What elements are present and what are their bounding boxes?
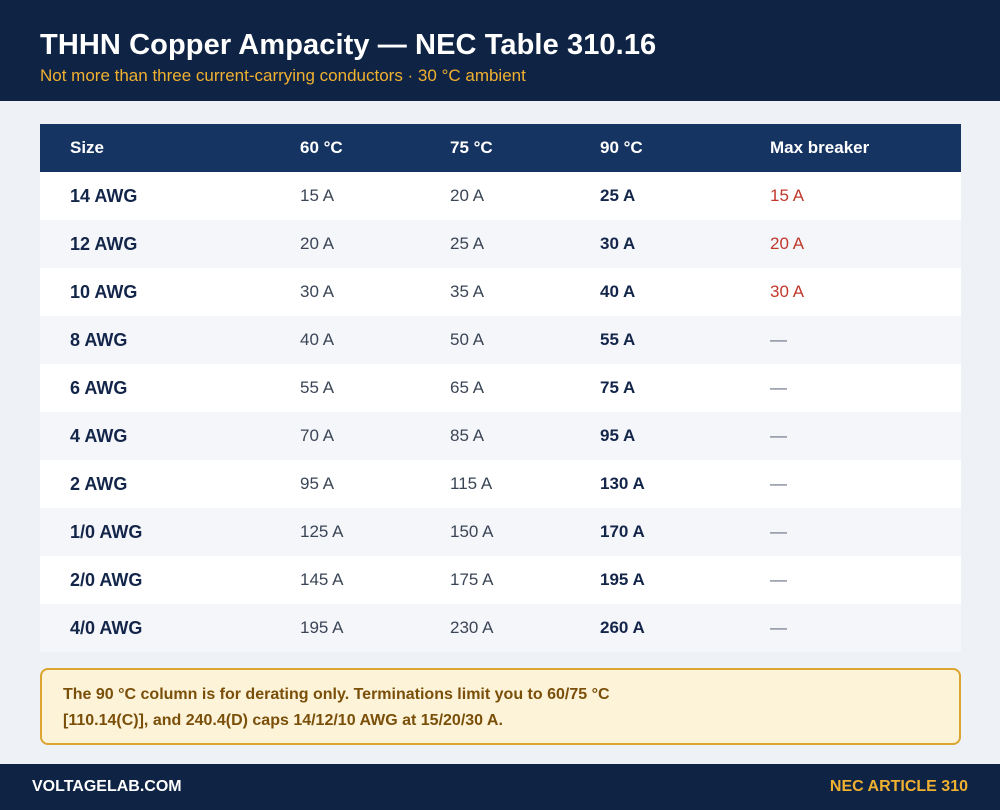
cell-60c: 70 A — [300, 426, 335, 445]
cell-90c: 95 A — [600, 426, 636, 445]
table-body: 14 AWG 15 A 20 A 25 A 15 A 12 AWG 20 A 25 A 30 A… — [40, 172, 961, 652]
cell-60c: 195 A — [300, 618, 344, 637]
table-row: 2/0 AWG 145 A 175 A 195 A — — [40, 556, 961, 604]
derating-note: The 90 °C column is for derating only. T… — [40, 668, 961, 745]
cell-size: 2/0 AWG — [70, 569, 143, 590]
cell-max-breaker: — — [770, 570, 787, 589]
table-row: 8 AWG 40 A 50 A 55 A — — [40, 316, 961, 364]
cell-max-breaker: — — [770, 618, 787, 637]
cell-75c: 25 A — [450, 234, 485, 253]
column-header-max-breaker: Max breaker — [770, 138, 870, 157]
table-row: 12 AWG 20 A 25 A 30 A 20 A — [40, 220, 961, 268]
cell-75c: 65 A — [450, 378, 485, 397]
cell-90c: 170 A — [600, 522, 645, 541]
cell-size: 1/0 AWG — [70, 521, 143, 542]
table-row: 14 AWG 15 A 20 A 25 A 15 A — [40, 172, 961, 220]
cell-60c: 15 A — [300, 186, 335, 205]
cell-75c: 230 A — [450, 618, 494, 637]
cell-60c: 145 A — [300, 570, 344, 589]
cell-90c: 40 A — [600, 282, 636, 301]
cell-size: 2 AWG — [70, 473, 128, 494]
cell-size: 8 AWG — [70, 329, 128, 350]
table-row: 6 AWG 55 A 65 A 75 A — — [40, 364, 961, 412]
cell-90c: 30 A — [600, 234, 636, 253]
cell-90c: 195 A — [600, 570, 645, 589]
cell-60c: 95 A — [300, 474, 335, 493]
cell-max-breaker: — — [770, 426, 787, 445]
column-header-75c: 75 °C — [450, 138, 493, 157]
cell-90c: 260 A — [600, 618, 645, 637]
footer-site: VOLTAGELAB.COM — [32, 778, 182, 795]
note-text: The 90 °C column is for derating only. T… — [63, 686, 610, 729]
cell-75c: 175 A — [450, 570, 494, 589]
cell-75c: 115 A — [450, 474, 493, 493]
cell-90c: 25 A — [600, 186, 636, 205]
cell-size: 6 AWG — [70, 377, 128, 398]
cell-60c: 30 A — [300, 282, 335, 301]
cell-90c: 130 A — [600, 474, 645, 493]
page-header: THHN Copper Ampacity — NEC Table 310.16 … — [0, 0, 1000, 101]
cell-75c: 150 A — [450, 522, 494, 541]
cell-60c: 125 A — [300, 522, 344, 541]
cell-max-breaker: — — [770, 474, 787, 493]
cell-size: 10 AWG — [70, 281, 138, 302]
column-header-size: Size — [70, 138, 105, 157]
cell-max-breaker: 30 A — [770, 282, 805, 301]
cell-75c: 20 A — [450, 186, 485, 205]
column-header-90c: 90 °C — [600, 138, 643, 157]
cell-max-breaker: — — [770, 330, 787, 349]
cell-max-breaker: 15 A — [770, 186, 805, 205]
cell-size: 4/0 AWG — [70, 617, 143, 638]
table-row: 4 AWG 70 A 85 A 95 A — — [40, 412, 961, 460]
table-row: 4/0 AWG 195 A 230 A 260 A — — [40, 604, 961, 652]
table-row: 2 AWG 95 A 115 A 130 A — — [40, 460, 961, 508]
cell-size: 12 AWG — [70, 233, 138, 254]
ampacity-table: Size 60 °C 75 °C 90 °C Max breaker 14 AW… — [40, 124, 961, 652]
cell-size: 4 AWG — [70, 425, 128, 446]
cell-60c: 40 A — [300, 330, 335, 349]
cell-size: 14 AWG — [70, 185, 138, 206]
cell-max-breaker: — — [770, 378, 787, 397]
page-footer: VOLTAGELAB.COM NEC ARTICLE 310 — [0, 764, 1000, 810]
footer-article: NEC ARTICLE 310 — [829, 778, 968, 795]
cell-75c: 35 A — [450, 282, 485, 301]
page-title: THHN Copper Ampacity — NEC Table 310.16 — [40, 29, 657, 61]
cell-60c: 55 A — [300, 378, 335, 397]
cell-75c: 85 A — [450, 426, 485, 445]
table-header-row: Size 60 °C 75 °C 90 °C Max breaker — [40, 124, 961, 172]
table-row: 1/0 AWG 125 A 150 A 170 A — — [40, 508, 961, 556]
cell-max-breaker: 20 A — [770, 234, 805, 253]
column-header-60c: 60 °C — [300, 138, 343, 157]
cell-60c: 20 A — [300, 234, 335, 253]
cell-90c: 75 A — [600, 378, 636, 397]
cell-max-breaker: — — [770, 522, 787, 541]
page-subtitle: Not more than three current-carrying con… — [40, 66, 526, 85]
table-row: 10 AWG 30 A 35 A 40 A 30 A — [40, 268, 961, 316]
cell-90c: 55 A — [600, 330, 636, 349]
cell-75c: 50 A — [450, 330, 485, 349]
